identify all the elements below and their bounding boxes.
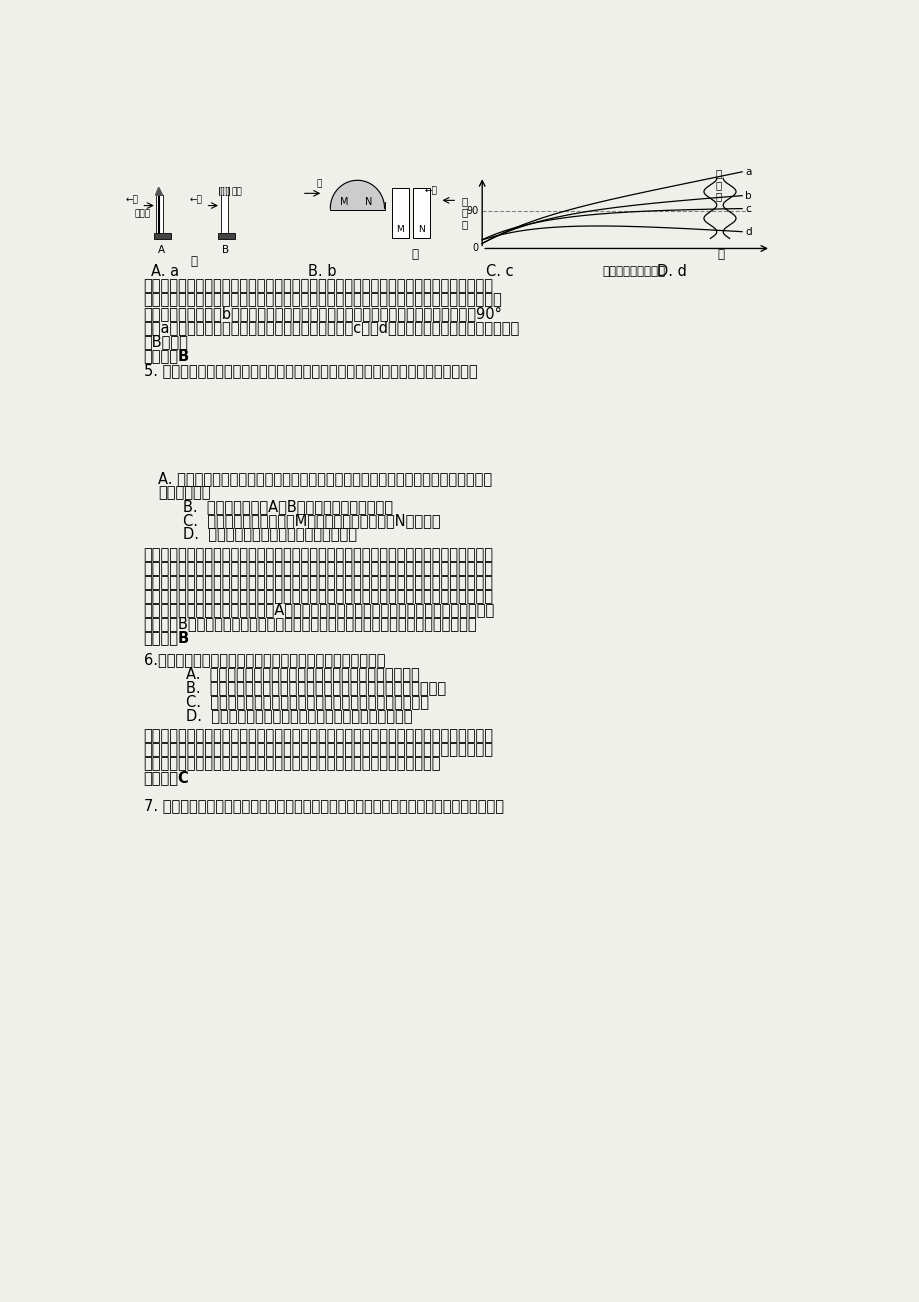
- Bar: [219, 187, 229, 195]
- Text: 锡纸: 锡纸: [231, 187, 242, 197]
- Text: A. 图甲和图乙的实验结果都能体现生长素的促进生长作用，而图丙则能说明生长素作: A. 图甲和图乙的实验结果都能体现生长素的促进生长作用，而图丙则能说明生长素作: [158, 471, 492, 486]
- Text: B. b: B. b: [307, 263, 335, 279]
- Text: 茎
卷
须: 茎 卷 须: [714, 168, 720, 202]
- Text: D. d: D. d: [656, 263, 686, 279]
- Bar: [218, 233, 235, 240]
- Text: 【答案】B: 【答案】B: [143, 348, 189, 363]
- Text: 【答案】C: 【答案】C: [143, 769, 189, 785]
- Text: 【解析】图甲所示的实验不能说明任何问题，因为该实验违背了单一变量原则，图乙可以说: 【解析】图甲所示的实验不能说明任何问题，因为该实验违背了单一变量原则，图乙可以说: [143, 547, 493, 562]
- Text: a: a: [744, 167, 751, 177]
- Text: C.  植物组织培养形成根、芽时受细胞分裂素和生长素的影响: C. 植物组织培养形成根、芽时受细胞分裂素和生长素的影响: [186, 694, 429, 708]
- Text: M: M: [396, 225, 403, 234]
- Text: 内侧，无抑制作用。图乙中两块琼脂块均正放于胚芽鞘正中央，且无尖端感受单侧光刺激，: 内侧，无抑制作用。图乙中两块琼脂块均正放于胚芽鞘正中央，且无尖端感受单侧光刺激，: [143, 575, 493, 590]
- Text: d: d: [744, 227, 751, 237]
- Text: ←光: ←光: [189, 195, 202, 204]
- Text: b: b: [744, 190, 751, 201]
- Text: 玻璃片: 玻璃片: [134, 208, 151, 217]
- Text: 90: 90: [466, 206, 478, 216]
- Polygon shape: [330, 180, 384, 208]
- Text: 以B正确。: 以B正确。: [143, 333, 188, 349]
- Text: A: A: [157, 246, 165, 255]
- Bar: [391, 189, 408, 238]
- Bar: [154, 233, 171, 240]
- Text: 乙: 乙: [411, 249, 417, 262]
- Text: 琼脂块中生长素浓度: 琼脂块中生长素浓度: [602, 264, 664, 277]
- Text: B.  乙烯广泛存在于植物多种组织中，主要作用是促进果实的发育: B. 乙烯广泛存在于植物多种组织中，主要作用是促进果实的发育: [186, 680, 446, 695]
- Text: 丙: 丙: [717, 249, 724, 262]
- Text: 间后，将含有不同浓度生长素的琼脂块分别放置在不同的去顶胚芽鞘一侧，一段时间后测量、: 间后，将含有不同浓度生长素的琼脂块分别放置在不同的去顶胚芽鞘一侧，一段时间后测量…: [143, 293, 502, 307]
- Text: A. a: A. a: [151, 263, 178, 279]
- Bar: [221, 195, 227, 233]
- Text: B: B: [221, 246, 229, 255]
- Polygon shape: [155, 187, 163, 195]
- Text: 用部位，B不弯曲的原因是尖端被遮盖而不受单侧光刺激，尖端以下生长素分布均匀。: 用部位，B不弯曲的原因是尖端被遮盖而不受单侧光刺激，尖端以下生长素分布均匀。: [143, 616, 477, 631]
- Text: 6.下列各项中与植物激素调节功能相符的一项是　　（　　）: 6.下列各项中与植物激素调节功能相符的一项是 （ ）: [143, 652, 385, 668]
- Text: 【解析】因为生长素在低浓度时促进生长，高浓度时抑制生长，所以胚芽鞘去顶静置一段时: 【解析】因为生长素在低浓度时促进生长，高浓度时抑制生长，所以胚芽鞘去顶静置一段时: [143, 279, 493, 293]
- Text: 7. 如图所示不同浓度生长素对芽生长的影响。当植物表现出顶端优势时，顶芽和最靠近顶芽: 7. 如图所示不同浓度生长素对芽生长的影响。当植物表现出顶端优势时，顶芽和最靠近…: [143, 798, 503, 812]
- Text: C.  图乙中的实验结果是放M的胚芽鞘弯向一侧而放N的不弯曲: C. 图乙中的实验结果是放M的胚芽鞘弯向一侧而放N的不弯曲: [183, 513, 440, 527]
- Text: 【解析】该题考查植物激素的作用，属于识记水平，试题中等难度。无子番茄形成是利用了: 【解析】该题考查植物激素的作用，属于识记水平，试题中等难度。无子番茄形成是利用了: [143, 729, 493, 743]
- Text: B.  图甲的实验结果A、B都不弯曲，但原因不相同: B. 图甲的实验结果A、B都不弯曲，但原因不相同: [183, 499, 392, 514]
- Text: A.  在形成无子番茄过程中生长素改变了细胞的染色体数目: A. 在形成无子番茄过程中生长素改变了细胞的染色体数目: [186, 667, 420, 681]
- Text: N: N: [418, 225, 425, 234]
- Text: （如a），也不可能超过一定浓度就弯曲度就不变（如c），d与高浓度时抑制生长不相吻合。所: （如a），也不可能超过一定浓度就弯曲度就不变（如c），d与高浓度时抑制生长不相吻…: [143, 320, 519, 335]
- Text: 所以两个胚芽鞘都是直立生长。图丙中因为外侧生长快于内侧，又因茎对生长素不敏感，所: 所以两个胚芽鞘都是直立生长。图丙中因为外侧生长快于内侧，又因茎对生长素不敏感，所: [143, 589, 493, 604]
- Bar: [330, 202, 384, 211]
- Text: 弯
曲
度: 弯 曲 度: [460, 195, 467, 229]
- Text: 光: 光: [316, 180, 322, 189]
- Text: 【答案】B: 【答案】B: [143, 630, 189, 646]
- Text: C. c: C. c: [485, 263, 513, 279]
- Text: ←光: ←光: [424, 186, 437, 195]
- Text: c: c: [744, 203, 750, 214]
- Text: D.  赤霉素引起植株增高的原因主要是促进了细胞的分裂: D. 赤霉素引起植株增高的原因主要是促进了细胞的分裂: [186, 708, 413, 723]
- Text: N: N: [365, 198, 372, 207]
- Text: D.  图丙茎卷须中生长素含量外侧比内侧少: D. 图丙茎卷须中生长素含量外侧比内侧少: [183, 526, 357, 542]
- Bar: [413, 189, 430, 238]
- Text: 熟，生长素促进果实的发育。赤霉素引起植物增高是由于促进了细胞的伸长。: 熟，生长素促进果实的发育。赤霉素引起植物增高是由于促进了细胞的伸长。: [143, 756, 440, 771]
- Text: M: M: [340, 198, 348, 207]
- Text: 用具有两重性: 用具有两重性: [158, 486, 210, 500]
- Bar: [156, 195, 164, 233]
- Text: 甲: 甲: [189, 255, 197, 268]
- Text: 0: 0: [472, 243, 478, 254]
- Text: 明生长素具有促进作用，图丙不能说明生长素作用的两重性。生长素对外侧的促进作用强于: 明生长素具有促进作用，图丙不能说明生长素作用的两重性。生长素对外侧的促进作用强于: [143, 561, 493, 577]
- Text: 生长素促进子房发育成果实的原理，过程中没有改变遗传物质。乙烯的作用是促进果实的成: 生长素促进子房发育成果实的原理，过程中没有改变遗传物质。乙烯的作用是促进果实的成: [143, 742, 493, 758]
- Text: 5. 下图甲、乙为实验的初始状态，以下关于生长素调节的叙述正确的是　　（　　）: 5. 下图甲、乙为实验的初始状态，以下关于生长素调节的叙述正确的是 （ ）: [143, 363, 477, 378]
- Text: 以外侧生长素含量多于内侧。图甲A不弯曲的原因是玻璃片的阻挡作用使生长素无法运至作: 以外侧生长素含量多于内侧。图甲A不弯曲的原因是玻璃片的阻挡作用使生长素无法运至作: [143, 603, 494, 617]
- Text: 记录的弯曲度应如图b所示。在低浓度时都弯曲，但在高浓度时弯曲的角度不可能超过90°: 记录的弯曲度应如图b所示。在低浓度时都弯曲，但在高浓度时弯曲的角度不可能超过90…: [143, 306, 502, 322]
- Text: ←光: ←光: [126, 195, 139, 204]
